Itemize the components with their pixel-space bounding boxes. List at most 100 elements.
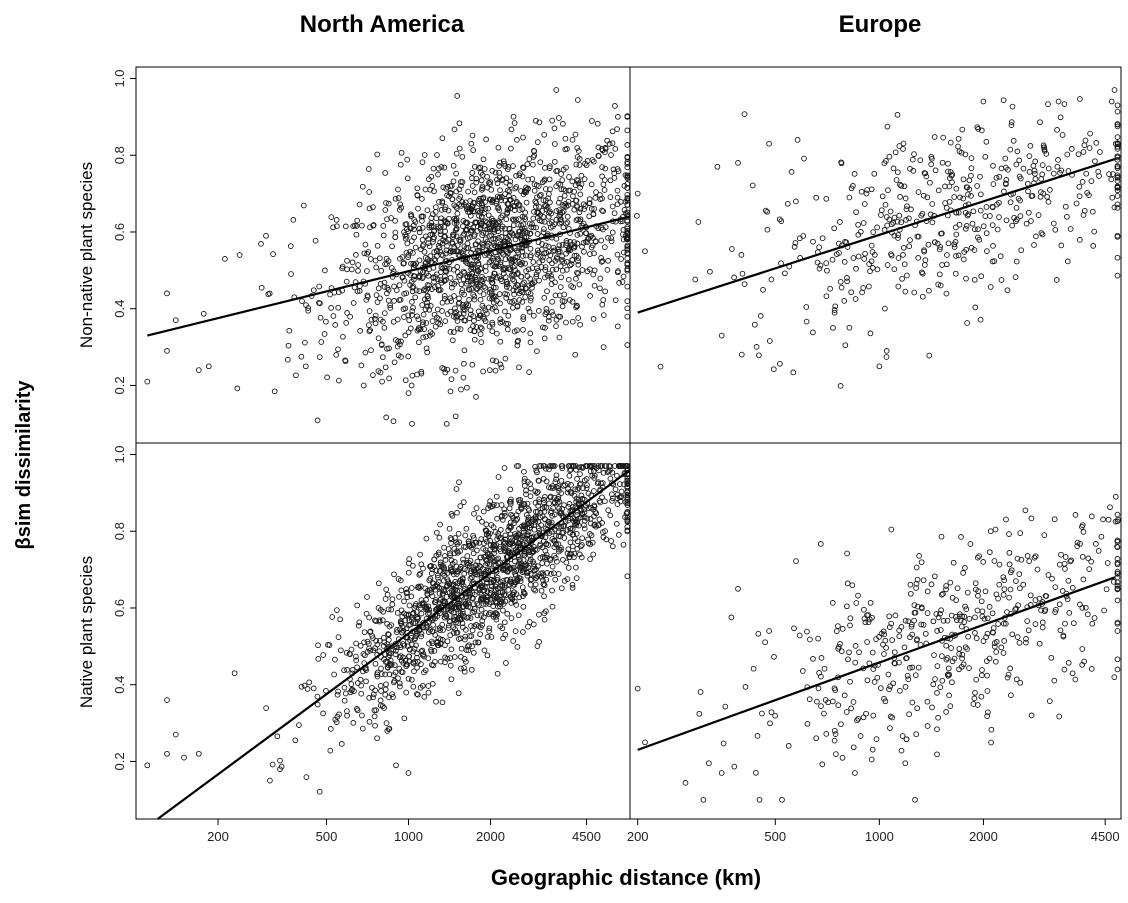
data-point bbox=[1003, 177, 1010, 183]
data-point bbox=[949, 658, 956, 665]
data-point bbox=[462, 303, 469, 310]
data-point bbox=[310, 685, 317, 692]
data-point bbox=[622, 233, 629, 239]
data-point bbox=[466, 296, 472, 303]
data-point bbox=[511, 120, 518, 126]
data-point bbox=[492, 583, 499, 590]
data-point bbox=[467, 307, 474, 314]
data-point bbox=[398, 620, 405, 627]
data-point bbox=[424, 349, 431, 356]
data-point bbox=[816, 244, 822, 251]
data-point bbox=[450, 234, 456, 240]
data-point bbox=[315, 642, 321, 649]
data-point bbox=[385, 631, 392, 638]
data-point bbox=[560, 529, 567, 536]
data-point bbox=[366, 614, 372, 621]
data-point bbox=[1052, 609, 1058, 615]
data-point bbox=[813, 735, 820, 742]
data-point bbox=[618, 488, 625, 495]
data-point bbox=[440, 564, 446, 571]
data-point bbox=[1065, 577, 1072, 584]
data-point bbox=[439, 621, 446, 628]
data-point bbox=[908, 623, 915, 630]
data-point bbox=[988, 726, 995, 733]
data-point bbox=[469, 609, 476, 616]
data-point bbox=[363, 667, 369, 673]
data-point bbox=[577, 191, 584, 198]
data-point bbox=[598, 259, 605, 265]
data-point bbox=[987, 528, 994, 535]
data-point bbox=[972, 689, 978, 696]
data-point bbox=[489, 305, 496, 312]
data-point bbox=[714, 163, 721, 170]
data-point bbox=[1002, 620, 1009, 627]
data-point bbox=[522, 260, 528, 267]
data-point bbox=[553, 316, 560, 323]
data-point bbox=[891, 649, 898, 656]
data-point bbox=[899, 275, 905, 282]
data-point bbox=[494, 670, 501, 677]
data-point bbox=[1023, 220, 1030, 227]
data-point bbox=[476, 515, 482, 522]
data-point bbox=[495, 589, 502, 595]
data-point bbox=[564, 146, 570, 152]
data-point bbox=[1004, 287, 1011, 294]
data-point bbox=[363, 610, 370, 617]
data-point bbox=[593, 189, 599, 195]
data-point bbox=[766, 338, 773, 344]
data-point bbox=[788, 169, 795, 175]
data-point bbox=[839, 754, 846, 761]
data-point bbox=[772, 712, 778, 719]
data-point bbox=[1114, 172, 1121, 179]
data-point bbox=[480, 508, 487, 515]
data-point bbox=[526, 619, 533, 625]
data-point bbox=[478, 177, 485, 184]
data-point bbox=[953, 185, 960, 192]
data-point bbox=[934, 751, 940, 758]
data-point bbox=[572, 131, 579, 138]
data-point bbox=[405, 643, 411, 650]
data-point bbox=[1005, 671, 1012, 678]
data-point bbox=[436, 225, 443, 231]
data-point bbox=[497, 316, 504, 323]
data-point bbox=[523, 189, 529, 196]
data-point bbox=[831, 309, 838, 316]
data-point bbox=[517, 232, 524, 238]
data-point bbox=[443, 420, 450, 427]
data-point bbox=[394, 644, 400, 651]
data-point bbox=[317, 314, 324, 321]
data-point bbox=[1076, 193, 1083, 200]
data-point bbox=[574, 538, 581, 545]
data-point bbox=[903, 655, 909, 662]
data-point bbox=[442, 318, 449, 324]
data-point bbox=[956, 645, 963, 652]
data-point bbox=[526, 308, 533, 315]
data-point bbox=[563, 319, 569, 326]
data-point bbox=[1114, 134, 1121, 140]
data-point bbox=[520, 603, 527, 610]
data-point bbox=[906, 215, 912, 222]
data-point bbox=[442, 228, 448, 235]
data-point bbox=[1055, 98, 1062, 105]
data-point bbox=[979, 608, 986, 615]
data-point bbox=[549, 563, 556, 570]
data-point bbox=[336, 711, 342, 718]
data-point bbox=[522, 209, 529, 216]
data-point bbox=[377, 682, 384, 689]
data-point bbox=[557, 211, 564, 218]
data-point bbox=[517, 578, 524, 585]
data-point bbox=[493, 493, 500, 500]
data-point bbox=[464, 597, 471, 604]
data-point bbox=[521, 279, 527, 286]
data-point bbox=[471, 233, 477, 240]
data-point bbox=[525, 479, 531, 485]
data-point bbox=[534, 573, 541, 580]
data-point bbox=[960, 176, 967, 183]
data-point bbox=[472, 571, 479, 578]
data-point bbox=[534, 508, 541, 515]
data-point bbox=[1111, 87, 1118, 93]
data-point bbox=[991, 640, 998, 646]
data-point bbox=[553, 472, 560, 479]
data-point bbox=[335, 346, 341, 353]
data-point bbox=[844, 275, 850, 281]
